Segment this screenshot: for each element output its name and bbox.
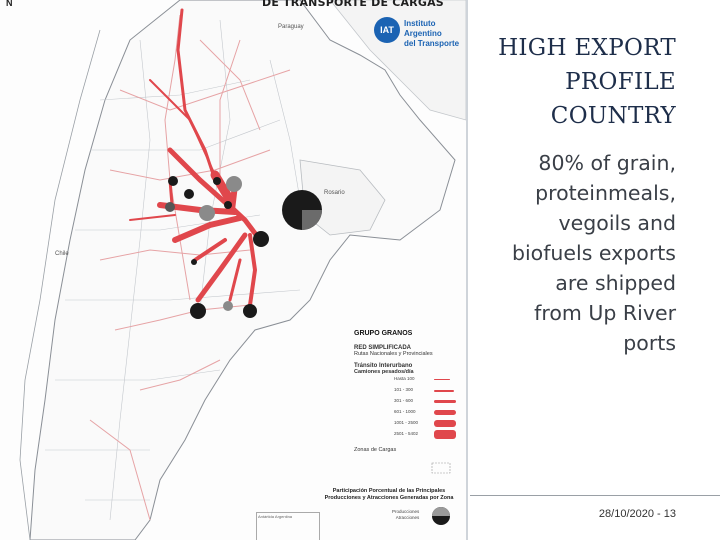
legend-range-row: 601 - 1000 (354, 408, 466, 419)
node (165, 202, 175, 212)
zones-legend-box (431, 462, 451, 474)
node (191, 259, 197, 265)
slide-footer: 28/10/2020 - 13 (598, 508, 676, 520)
north-indicator: N (6, 0, 13, 8)
body-line: 80% of grain, (538, 151, 676, 175)
map-legend: GRUPO GRANOS RED SIMPLIFICADA Rutas Naci… (354, 330, 466, 453)
body-line: vegoils and (558, 211, 676, 235)
logo-line-2: del Transporte (404, 39, 460, 48)
map-title: DE TRANSPORTE DE CARGAS (262, 0, 444, 9)
country-outline (29, 0, 456, 540)
legend-range-row: Hasta 100 (354, 375, 466, 386)
body-line: are shipped (555, 271, 676, 295)
legend-trucks: Camiones pesados/día (354, 369, 414, 375)
body-line: biofuels exports (511, 241, 676, 265)
body-line: proteinmeals, (535, 181, 676, 205)
legend-range-row: 1001 - 2500 (354, 419, 466, 430)
node (253, 231, 269, 247)
node (199, 205, 215, 221)
label-paraguay: Paraguay (278, 24, 304, 30)
node (243, 304, 257, 318)
participation-caption: Participación Porcentual de las Principa… (324, 488, 454, 501)
footer-divider (470, 495, 720, 496)
node (168, 176, 178, 186)
slide-body: 80% of grain, proteinmeals, vegoils and … (456, 148, 676, 358)
argentina-map-graphic (19, 0, 466, 540)
legend-productions: Producciones (392, 509, 420, 514)
freight-map: DE TRANSPORTE DE CARGAS N IAT Instituto … (6, 0, 468, 540)
logo-text: Instituto Argentino del Transporte (404, 19, 460, 49)
legend-transit: Tránsito Interurbano (354, 363, 413, 369)
production-attraction-legend: Producciones Atracciones (392, 509, 419, 521)
heading-line: PROFILE (565, 69, 676, 95)
antarctica-inset: Antártida Argentina (256, 512, 320, 540)
node (213, 177, 221, 185)
body-line: from Up River (534, 301, 676, 325)
label-rosario: Rosario (324, 190, 345, 196)
legend-zones: Zonas de Cargas (354, 447, 397, 453)
node (223, 301, 233, 311)
legend-range-row: 101 - 300 (354, 386, 466, 397)
node (190, 303, 206, 319)
legend-title: GRUPO GRANOS (354, 330, 413, 337)
heading-line: COUNTRY (550, 103, 676, 129)
legend-attractions: Atracciones (395, 515, 420, 520)
legend-subtitle: RED SIMPLIFICADA (354, 345, 411, 351)
node (224, 201, 232, 209)
slide-heading: HIGH EXPORT PROFILE COUNTRY (436, 31, 676, 133)
label-chile: Chile (55, 251, 69, 257)
node (226, 176, 242, 192)
body-line: ports (623, 331, 676, 355)
chile-coast (19, 29, 101, 540)
zone-nodes (165, 176, 322, 319)
legend-range-row: 2501 - 5402 (354, 430, 466, 441)
node (184, 189, 194, 199)
legend-range-row: 301 - 600 (354, 397, 466, 408)
logo-line-1: Instituto Argentino (404, 19, 442, 38)
brazil-outline (329, 0, 466, 121)
iat-logo: IAT Instituto Argentino del Transporte (374, 17, 460, 48)
heading-line: HIGH EXPORT (498, 35, 676, 61)
logo-badge: IAT (374, 17, 400, 43)
legend-routes: Rutas Nacionales y Provinciales (354, 351, 433, 357)
province-boundaries (45, 19, 301, 521)
